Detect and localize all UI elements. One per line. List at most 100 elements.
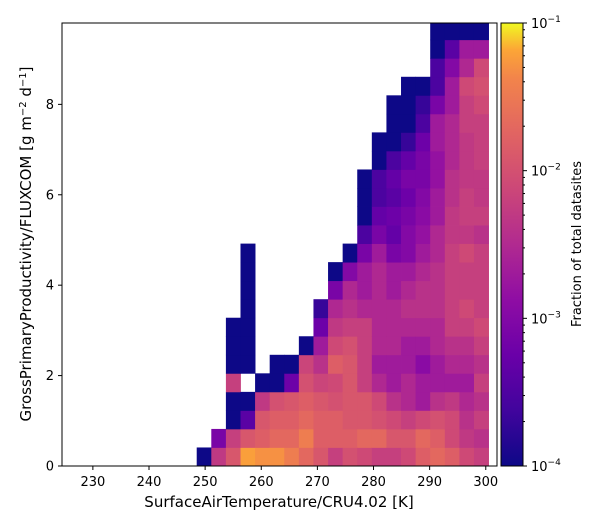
heatmap-cell [371, 243, 387, 263]
colorbar-tick-label: 10−3 [531, 310, 561, 327]
heatmap-cell [298, 391, 314, 411]
heatmap-cell [415, 336, 431, 356]
heatmap-cell [386, 262, 402, 282]
heatmap-cell [430, 410, 446, 430]
heatmap-cell [313, 447, 329, 467]
heatmap-cell [401, 336, 417, 356]
heatmap-cell [386, 225, 402, 244]
heatmap-cell [415, 262, 431, 282]
heatmap-cell [371, 354, 387, 374]
heatmap-cell [240, 243, 256, 263]
heatmap-cell [401, 391, 417, 411]
heatmap-cell [342, 373, 358, 393]
heatmap-cell [371, 410, 387, 430]
heatmap-cell [401, 428, 417, 448]
heatmap-cell [240, 410, 256, 430]
heatmap-cell [430, 206, 446, 226]
y-axis-label: GrossPrimaryProductivity/FLUXCOM [g m−2 … [17, 66, 35, 421]
heatmap-cell [386, 354, 402, 374]
heatmap-cell [357, 336, 373, 356]
heatmap-cell [444, 187, 460, 207]
heatmap-cell [328, 410, 344, 430]
heatmap-cell [415, 373, 431, 393]
heatmap-cell [430, 317, 446, 337]
heatmap-cell [444, 58, 460, 78]
x-tick-label: 270 [305, 475, 330, 490]
heatmap-cell [430, 113, 446, 133]
heatmap-cell [371, 447, 387, 467]
heatmap-cell [386, 317, 402, 337]
heatmap-cell [240, 336, 256, 356]
heatmap-cell [415, 317, 431, 337]
heatmap-cell [444, 391, 460, 411]
heatmap-cell [371, 262, 387, 282]
heatmap-cell [430, 187, 446, 207]
heatmap-cell [459, 317, 475, 337]
heatmap-cell [225, 447, 241, 467]
heatmap-cell [357, 243, 373, 263]
heatmap-cell [225, 317, 241, 337]
y-tick-label: 4 [46, 279, 54, 294]
heatmap-cell [386, 113, 402, 133]
heatmap-cell [284, 447, 300, 467]
heatmap-cell [313, 299, 329, 319]
heatmap-cell [444, 373, 460, 393]
heatmap-cell [430, 447, 446, 467]
heatmap-cell [298, 410, 314, 430]
heatmap-cell [444, 280, 460, 300]
heatmap-cell [401, 225, 417, 244]
heatmap-cell [269, 410, 285, 430]
heatmap-cell [401, 299, 417, 319]
heatmap-cell [284, 354, 300, 374]
heatmap-cell [473, 243, 489, 263]
heatmap-cell [386, 447, 402, 467]
heatmap-cell [444, 299, 460, 319]
heatmap-cell [459, 150, 475, 170]
heatmap-cell [401, 317, 417, 337]
heatmap-cell [357, 262, 373, 282]
heatmap-cell [459, 243, 475, 263]
heatmap-cell [386, 206, 402, 226]
heatmap-cell [269, 428, 285, 448]
heatmap-cell [430, 76, 446, 96]
heatmap-cell [401, 262, 417, 282]
heatmap-cell [401, 373, 417, 393]
heatmap-cell [444, 95, 460, 115]
heatmap-cell [386, 169, 402, 189]
heatmap-cell [401, 113, 417, 133]
heatmap-cell [371, 225, 387, 244]
heatmap-cell [459, 336, 475, 356]
heatmap-cell [459, 391, 475, 411]
heatmap-cell [473, 206, 489, 226]
heatmap-cell [211, 447, 227, 467]
heatmap-cell [371, 373, 387, 393]
heatmap-cell [430, 39, 446, 59]
heatmap-cell [371, 187, 387, 207]
heatmap-cell [386, 391, 402, 411]
heatmap-cell [459, 262, 475, 282]
heatmap-cell [473, 113, 489, 133]
heatmap-cell [284, 410, 300, 430]
heatmap-cell [401, 169, 417, 189]
heatmap-cell [430, 95, 446, 115]
heatmap-cell [459, 206, 475, 226]
heatmap-cell [430, 58, 446, 78]
heatmap-cell [444, 76, 460, 96]
colorbar-tick-label: 10−4 [531, 458, 561, 475]
heatmap-cell [415, 280, 431, 300]
heatmap-cell [342, 262, 358, 282]
heatmap-cell [430, 299, 446, 319]
heatmap-cell [473, 373, 489, 393]
heatmap-cell [473, 280, 489, 300]
heatmap-cell [328, 299, 344, 319]
colorbar-label: Fraction of total datasites [570, 161, 585, 327]
heatmap-cell [415, 76, 431, 96]
heatmap-cell [473, 23, 489, 41]
heatmap-cell [415, 391, 431, 411]
heatmap-cell [196, 447, 212, 467]
heatmap-cell [328, 373, 344, 393]
x-tick-label: 300 [473, 475, 498, 490]
heatmap-cell [444, 243, 460, 263]
heatmap-cell [415, 206, 431, 226]
